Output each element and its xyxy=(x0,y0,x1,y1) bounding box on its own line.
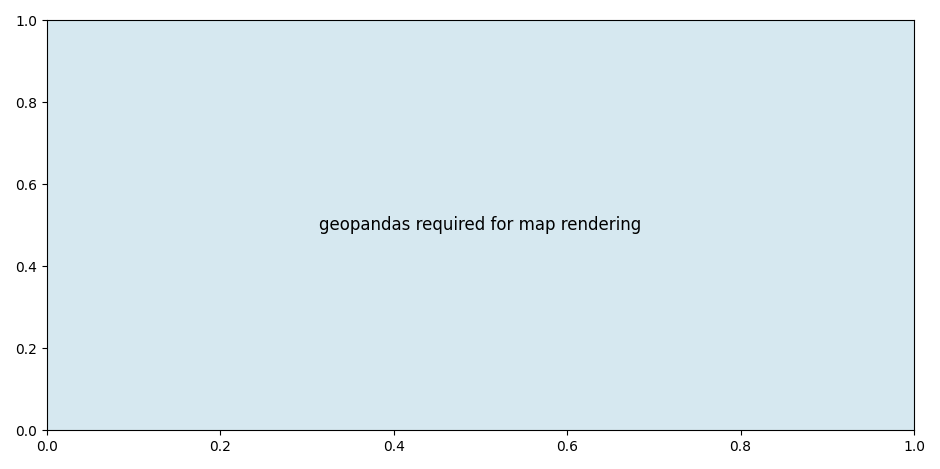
Text: geopandas required for map rendering: geopandas required for map rendering xyxy=(320,216,641,234)
